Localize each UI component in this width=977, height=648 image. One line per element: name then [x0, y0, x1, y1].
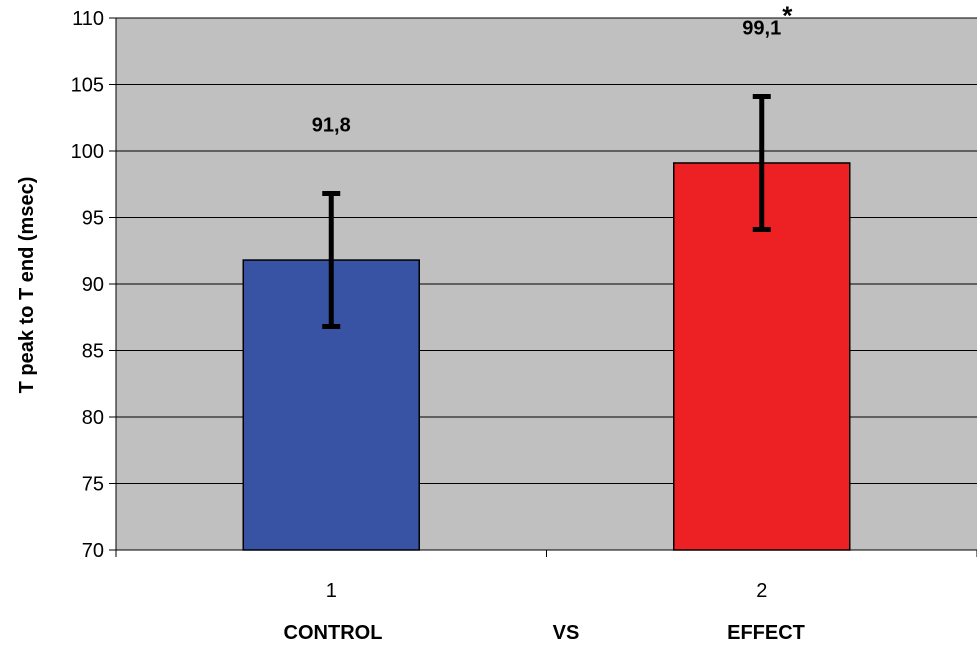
- y-tick-label-100: 100: [71, 141, 104, 163]
- significance-star: *: [782, 0, 793, 30]
- data-labels: 91,8 99,1 *: [312, 0, 793, 136]
- group-label-control: CONTROL: [284, 622, 383, 644]
- y-axis-title: T peak to T end (msec): [16, 177, 38, 394]
- y-tick-label-105: 105: [71, 75, 104, 97]
- y-tick-label-80: 80: [82, 407, 104, 429]
- y-tick-label-70: 70: [82, 540, 104, 562]
- error-bars: [322, 93, 771, 330]
- y-tick-label-110: 110: [72, 8, 104, 30]
- y-tick-label-95: 95: [82, 208, 104, 230]
- data-label-1: 91,8: [312, 115, 351, 137]
- group-label-vs: VS: [553, 622, 580, 644]
- group-label-effect: EFFECT: [727, 622, 805, 644]
- x-tick-label-1: 1: [326, 580, 337, 602]
- data-label-2: 99,1: [742, 17, 781, 39]
- y-tick-label-90: 90: [82, 274, 104, 296]
- y-tick-label-75: 75: [82, 474, 104, 496]
- x-tick-label-2: 2: [756, 580, 767, 602]
- y-axis: 70 75 80 85 90 95 100 105 110: [71, 8, 117, 562]
- y-tick-label-85: 85: [82, 341, 104, 363]
